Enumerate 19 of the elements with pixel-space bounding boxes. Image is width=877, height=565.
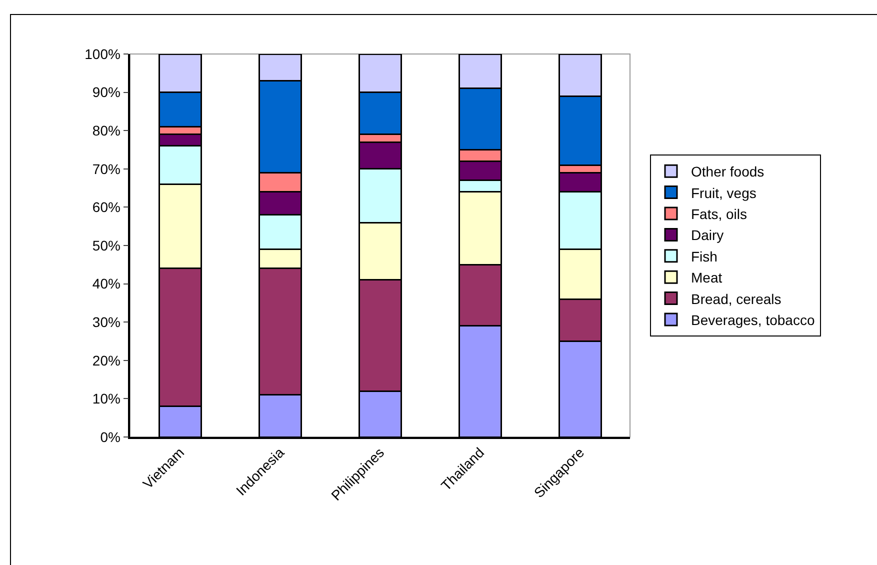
legend-label: Other foods	[691, 164, 764, 180]
y-tick-label: 90%	[92, 84, 120, 100]
y-tick-label: 0%	[100, 428, 120, 445]
y-tick-label: 10%	[92, 390, 120, 407]
y-tick-label: 30%	[92, 314, 120, 330]
y-tick-label: 50%	[92, 237, 120, 254]
y-tick-label: 60%	[92, 199, 120, 216]
legend-label: Beverages, tobacco	[691, 312, 815, 328]
legend-label: Meat	[691, 270, 722, 286]
legend-label: Bread, cereals	[691, 290, 782, 307]
y-tick-label: 40%	[92, 276, 120, 292]
y-tick-label: 70%	[92, 160, 120, 177]
y-tick-label: 100%	[84, 46, 120, 62]
legend-label: Fruit, vegs	[691, 184, 756, 201]
legend-label: Fish	[691, 248, 718, 264]
y-tick-label: 80%	[92, 122, 120, 138]
legend-label: Dairy	[691, 227, 724, 244]
y-tick-label: 20%	[92, 352, 120, 368]
legend-label: Fats, oils	[691, 206, 748, 222]
